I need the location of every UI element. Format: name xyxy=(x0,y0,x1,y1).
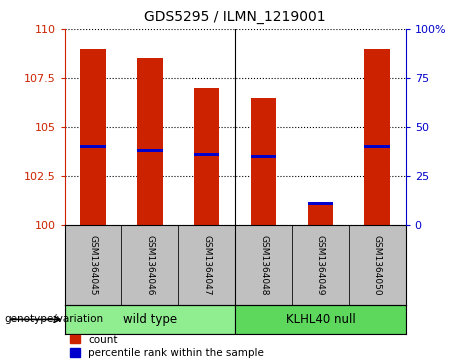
Text: KLHL40 null: KLHL40 null xyxy=(285,313,355,326)
FancyBboxPatch shape xyxy=(178,225,235,305)
Bar xyxy=(194,153,219,156)
FancyBboxPatch shape xyxy=(235,305,406,334)
FancyBboxPatch shape xyxy=(121,225,178,305)
Text: GSM1364045: GSM1364045 xyxy=(89,235,97,295)
Legend: count, percentile rank within the sample: count, percentile rank within the sample xyxy=(70,335,264,358)
Bar xyxy=(251,155,276,158)
FancyBboxPatch shape xyxy=(235,225,292,305)
FancyBboxPatch shape xyxy=(292,225,349,305)
Text: genotype/variation: genotype/variation xyxy=(5,314,104,325)
Bar xyxy=(194,88,219,225)
Text: GSM1364050: GSM1364050 xyxy=(373,234,382,295)
Text: wild type: wild type xyxy=(123,313,177,326)
FancyBboxPatch shape xyxy=(349,225,406,305)
Bar xyxy=(365,146,390,148)
Bar xyxy=(137,58,163,225)
Bar xyxy=(80,49,106,225)
Text: GSM1364048: GSM1364048 xyxy=(259,235,268,295)
Text: GSM1364046: GSM1364046 xyxy=(145,235,154,295)
Bar xyxy=(365,49,390,225)
FancyBboxPatch shape xyxy=(65,225,121,305)
Bar xyxy=(251,98,276,225)
Bar xyxy=(137,150,163,152)
Text: GSM1364047: GSM1364047 xyxy=(202,235,211,295)
Bar xyxy=(307,201,333,225)
FancyBboxPatch shape xyxy=(65,305,235,334)
Bar xyxy=(307,202,333,205)
Title: GDS5295 / ILMN_1219001: GDS5295 / ILMN_1219001 xyxy=(144,10,326,24)
Bar xyxy=(80,146,106,148)
Text: GSM1364049: GSM1364049 xyxy=(316,235,325,295)
